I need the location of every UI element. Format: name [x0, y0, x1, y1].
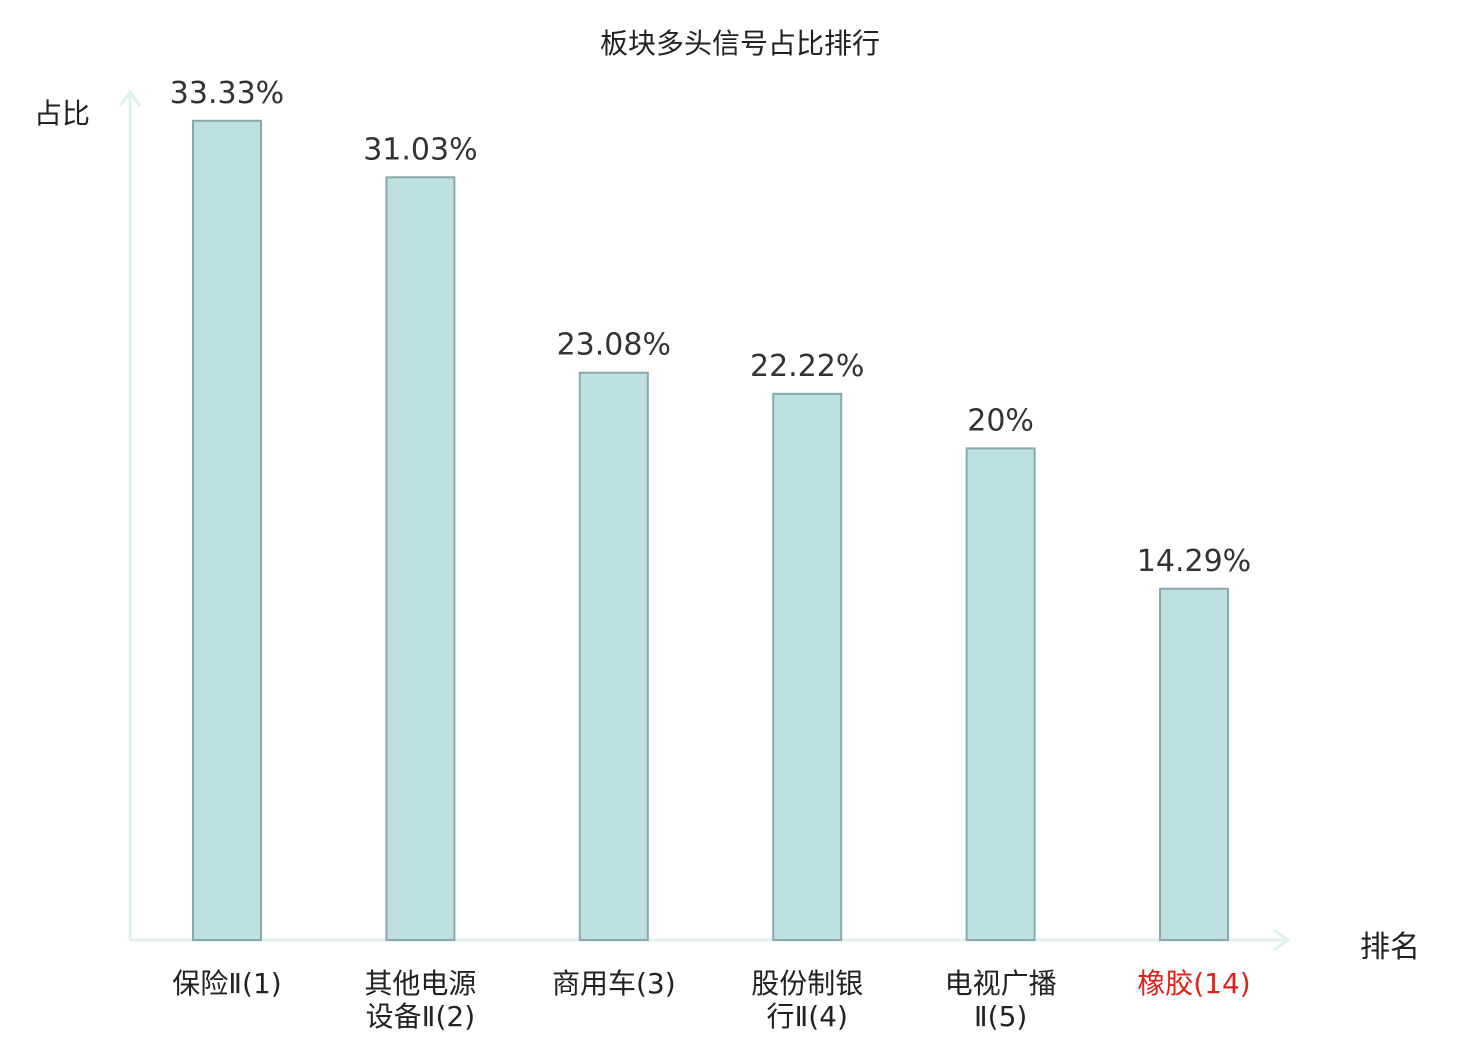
category-label: 行Ⅱ(4)	[766, 1000, 847, 1033]
bar	[385, 176, 456, 942]
x-axis-label: 排名	[1360, 930, 1420, 965]
value-label: 20%	[967, 403, 1034, 438]
category-label: 设备Ⅱ(2)	[366, 1000, 475, 1033]
category-label: 商用车(3)	[552, 967, 676, 1000]
value-label: 14.29%	[1137, 544, 1251, 579]
x-axis-arrow	[1273, 928, 1291, 952]
y-axis-label: 占比	[34, 97, 91, 130]
bar	[772, 392, 843, 941]
value-label: 33.33%	[170, 76, 284, 111]
value-label: 31.03%	[363, 132, 477, 167]
y-axis-arrow	[118, 89, 142, 107]
category-label: 橡胶(14)	[1137, 967, 1250, 1000]
value-labels: 33.33% 31.03% 23.08% 22.22% 20% 14.29%	[170, 76, 1251, 579]
category-label: 股份制银	[751, 967, 863, 1000]
bars	[192, 119, 1229, 942]
value-label: 23.08%	[557, 328, 671, 363]
category-label: 保险Ⅱ(1)	[172, 967, 281, 1000]
category-label: 其他电源	[364, 967, 476, 1000]
category-label: 电视广播	[945, 967, 1057, 1000]
chart-title: 板块多头信号占比排行	[599, 27, 880, 60]
category-label: Ⅱ(5)	[974, 1000, 1027, 1033]
bar	[192, 119, 262, 942]
value-label: 22.22%	[750, 349, 864, 384]
bar	[1159, 587, 1229, 941]
axes	[118, 89, 1291, 952]
bar	[578, 371, 649, 941]
bar	[965, 447, 1036, 941]
